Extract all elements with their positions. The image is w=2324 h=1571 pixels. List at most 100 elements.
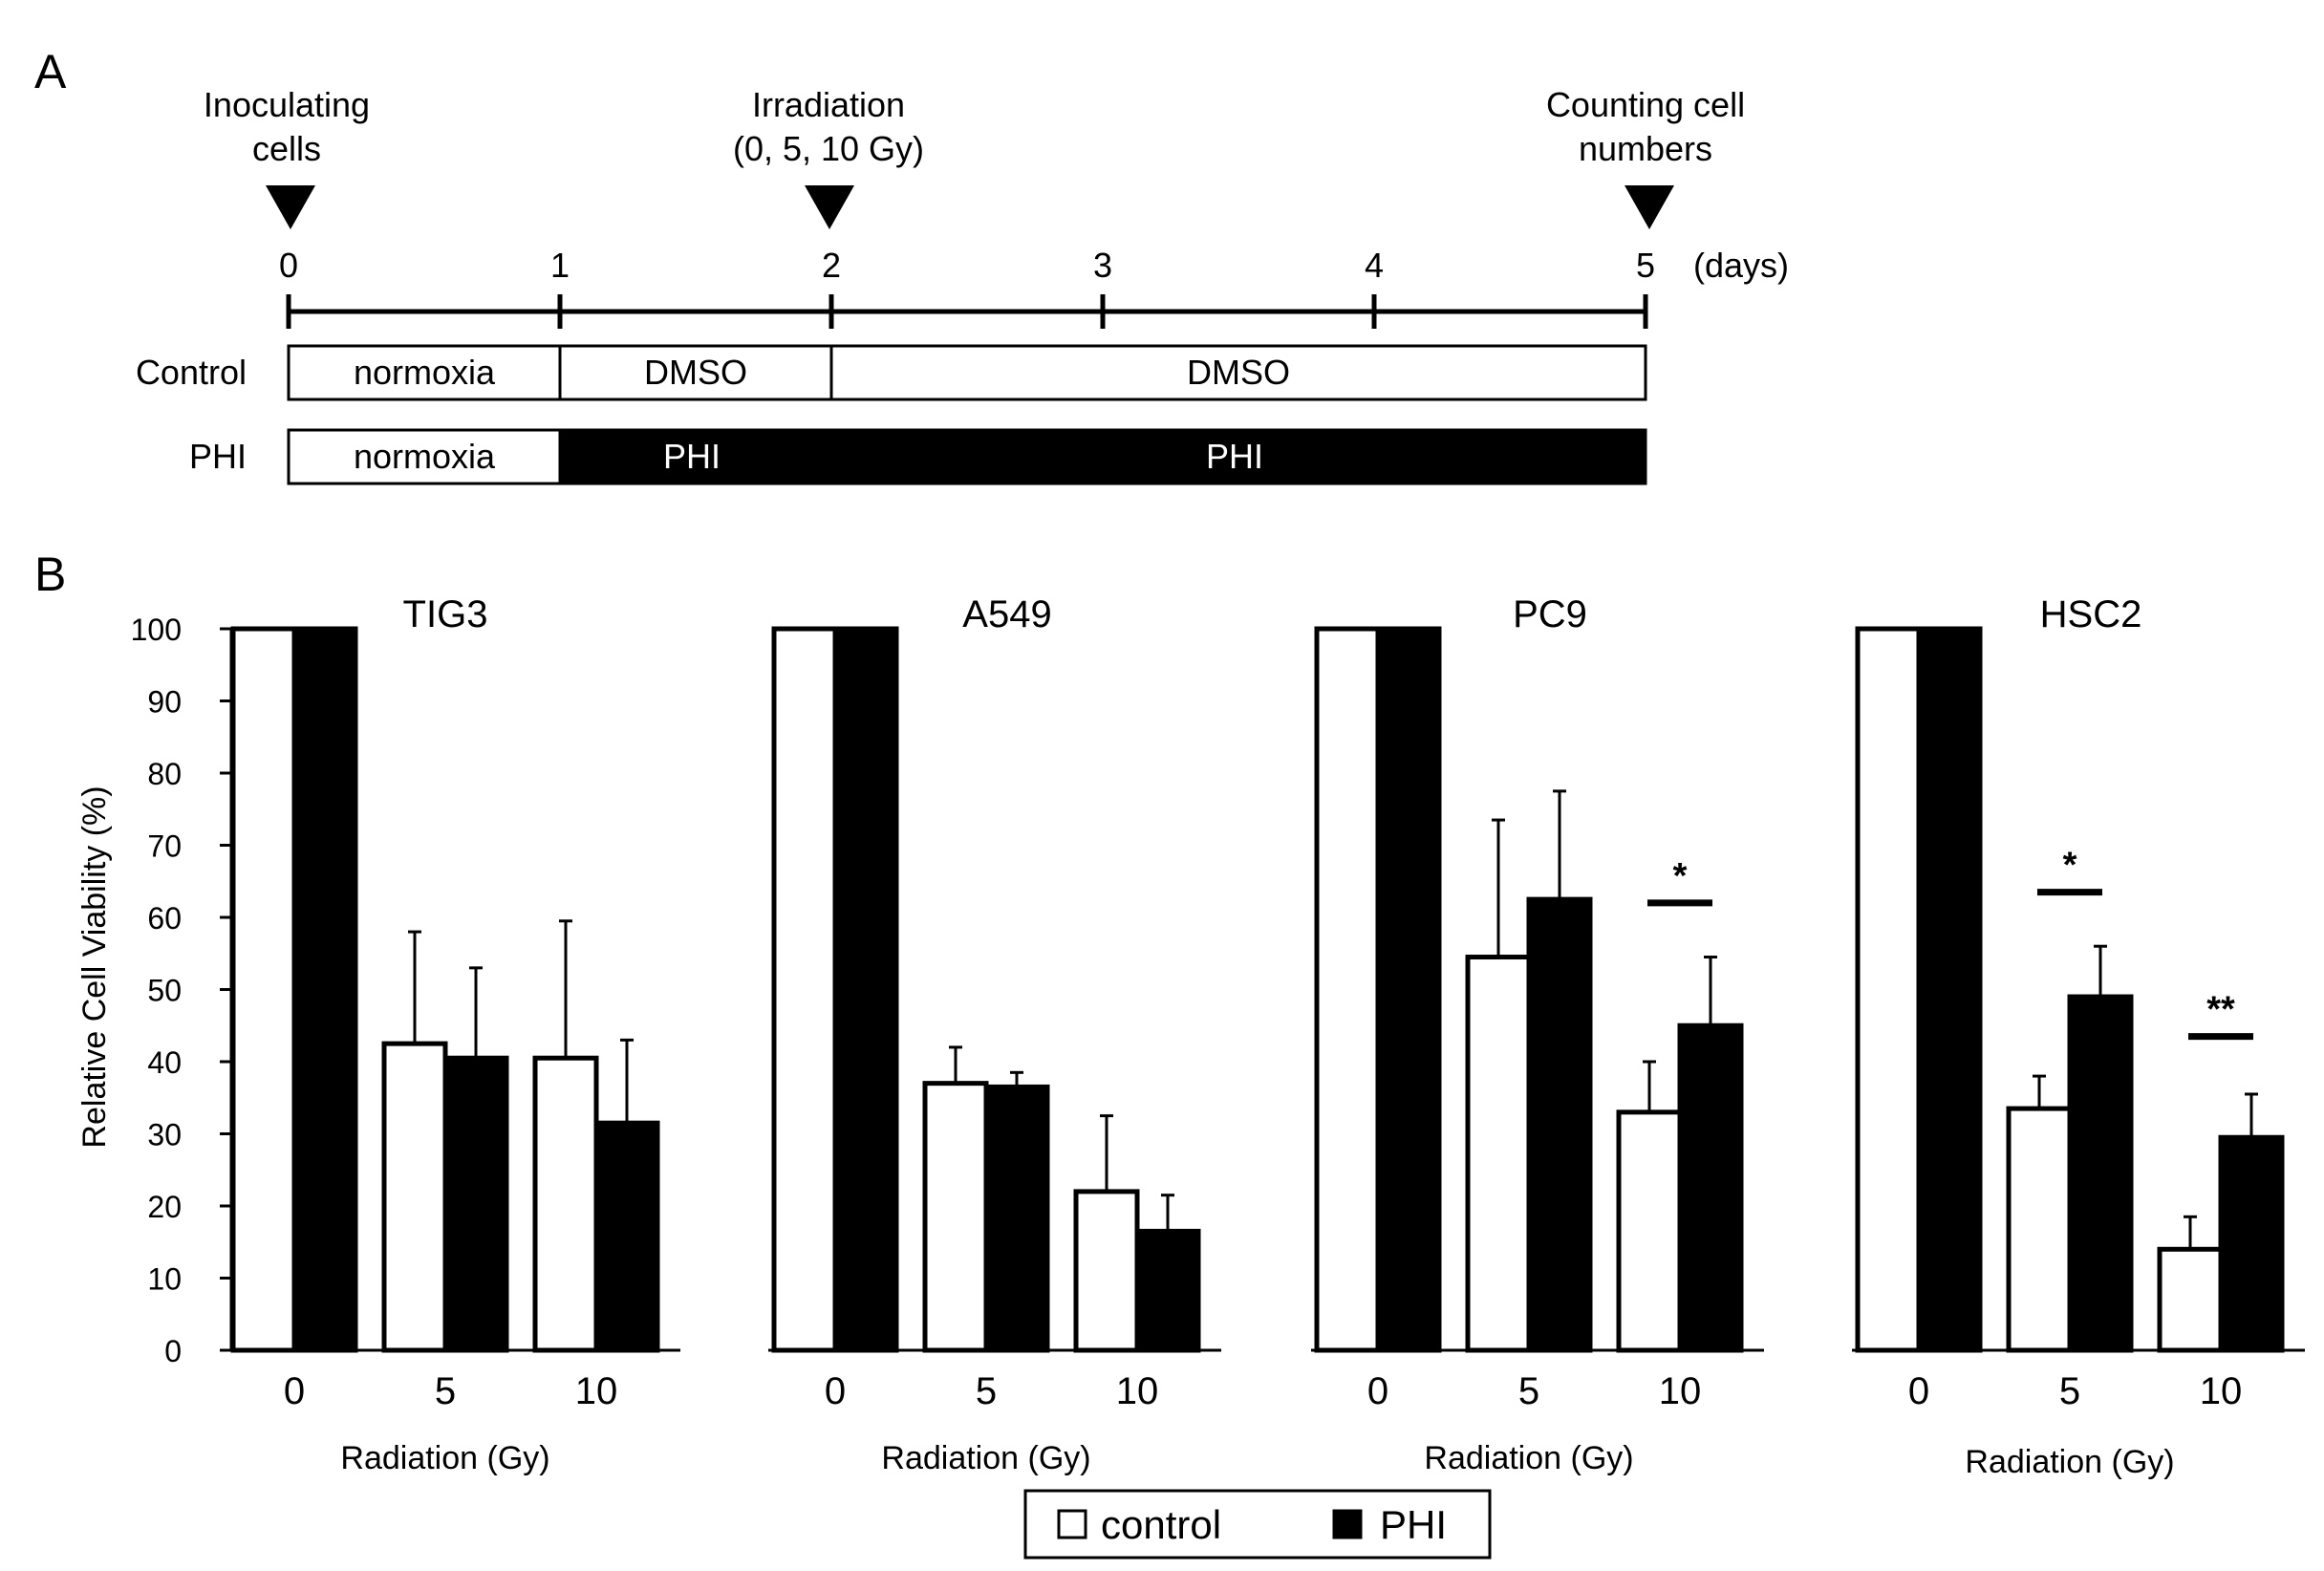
x-tick-label: 10	[575, 1370, 618, 1412]
bar-control	[1314, 626, 1381, 1353]
bar-phi	[832, 626, 899, 1353]
panel-b: B Relative Cell Viability (%) TIG3 0 10 20 3…	[34, 548, 2305, 1560]
bar-phi	[1677, 1022, 1744, 1353]
chart-pc9: PC9 0 5 10 * Radiation (Gy)	[1311, 593, 1764, 1476]
x-tick-label: 5	[435, 1370, 456, 1412]
x-axis-title: Radiation (Gy)	[1424, 1440, 1633, 1476]
bar-phi	[291, 626, 358, 1353]
x-tick-label: 0	[825, 1370, 846, 1412]
chart-title: HSC2	[2040, 593, 2142, 635]
legend: control PHI	[1023, 1489, 1492, 1560]
panel-b-label: B	[34, 548, 66, 601]
segment-label: normoxia	[354, 353, 496, 392]
event-marker-icon	[1625, 185, 1674, 229]
event-label-line: numbers	[1579, 129, 1712, 168]
segment-box	[558, 428, 1647, 485]
bar-phi	[2067, 994, 2134, 1353]
timeline-tick-label: 2	[822, 246, 841, 285]
x-tick-label: 10	[1116, 1370, 1159, 1412]
bar-phi	[593, 1120, 660, 1353]
row-label: PHI	[189, 437, 247, 476]
event-label-line: Irradiation	[752, 85, 905, 124]
bar-control	[2006, 1106, 2073, 1353]
significance-mark: *	[2063, 846, 2077, 886]
panel-a-label: A	[34, 45, 67, 98]
event-label-line: Inoculating	[204, 85, 370, 124]
legend-swatch-phi	[1332, 1509, 1363, 1539]
timeline-tick-label: 0	[279, 246, 298, 285]
bar-control	[1616, 1109, 1683, 1353]
significance-mark: **	[2206, 990, 2235, 1030]
chart-title: A549	[962, 593, 1051, 635]
bar-control	[1465, 955, 1532, 1353]
x-axis-title: Radiation (Gy)	[1965, 1444, 2174, 1480]
y-tick-label: 80	[147, 757, 182, 791]
y-tick-label: 90	[147, 685, 182, 720]
x-tick-label: 5	[2059, 1370, 2080, 1412]
segment-label: DMSO	[1187, 353, 1290, 392]
event-marker-icon	[266, 185, 315, 229]
bar-control	[922, 1081, 989, 1353]
significance-mark: *	[1673, 856, 1688, 896]
event-label-line: (0, 5, 10 Gy)	[733, 129, 924, 168]
timeline: 0 1 2 3 4 5 (days)	[279, 246, 1789, 329]
x-axis-title: Radiation (Gy)	[881, 1440, 1090, 1476]
y-tick-label: 10	[147, 1262, 182, 1297]
timeline-unit: (days)	[1693, 246, 1789, 285]
y-tick-label: 30	[147, 1118, 182, 1152]
bar-control	[381, 1041, 448, 1353]
segment-label: DMSO	[644, 353, 747, 392]
row-phi: PHI normoxia PHI PHI	[189, 428, 1647, 485]
event-marker-icon	[805, 185, 854, 229]
bar-control	[771, 626, 838, 1353]
bar-phi	[2218, 1134, 2285, 1353]
x-tick-label: 5	[976, 1370, 997, 1412]
legend-label-control: control	[1101, 1502, 1221, 1547]
y-tick-label: 70	[147, 829, 182, 864]
chart-tig3: TIG3 0 10 20 30 40 50 60 70 80 90 100 0 5 10 Radiation …	[131, 593, 680, 1476]
row-label: Control	[136, 353, 247, 392]
segment-box	[558, 344, 833, 401]
row-control: Control normoxia DMSO DMSO	[136, 344, 1647, 401]
timeline-tick-label: 3	[1093, 246, 1112, 285]
legend-label-phi: PHI	[1380, 1502, 1447, 1547]
y-tick-label: 60	[147, 901, 182, 936]
y-tick-label: 50	[147, 974, 182, 1008]
bar-control	[1073, 1189, 1140, 1353]
bar-control	[2157, 1246, 2224, 1353]
x-tick-label: 0	[1908, 1370, 1929, 1412]
x-tick-label: 5	[1518, 1370, 1539, 1412]
bar-control	[1855, 626, 1922, 1353]
panel-a: A Inoculating cells Irradiation (0, 5, 1…	[34, 45, 1789, 485]
chart-title: PC9	[1513, 593, 1587, 635]
event-label-line: cells	[252, 129, 321, 168]
timeline-tick-label: 1	[550, 246, 570, 285]
segment-label: PHI	[1206, 437, 1263, 476]
chart-title: TIG3	[403, 593, 488, 635]
bar-phi	[1134, 1228, 1201, 1353]
bar-control	[532, 1055, 599, 1353]
y-axis-title: Relative Cell Viability (%)	[76, 786, 113, 1148]
legend-swatch-control	[1057, 1509, 1087, 1539]
event-irradiation: Irradiation (0, 5, 10 Gy)	[733, 85, 924, 229]
event-inoculating: Inoculating cells	[204, 85, 370, 229]
bar-phi	[1916, 626, 1983, 1353]
bar-phi	[442, 1055, 509, 1353]
event-label-line: Counting cell	[1546, 85, 1745, 124]
bar-phi	[1375, 626, 1442, 1353]
x-tick-label: 0	[284, 1370, 305, 1412]
segment-box	[287, 344, 562, 401]
legend-frame	[1023, 1489, 1492, 1560]
y-tick-label: 20	[147, 1190, 182, 1224]
y-tick-label: 100	[131, 613, 182, 647]
x-axis-title: Radiation (Gy)	[340, 1440, 549, 1476]
x-tick-label: 10	[2200, 1370, 2243, 1412]
segment-label: PHI	[663, 437, 721, 476]
segment-box	[287, 428, 562, 485]
timeline-tick-label: 5	[1636, 246, 1655, 285]
y-tick-label: 0	[164, 1334, 182, 1368]
segment-box	[829, 344, 1647, 401]
